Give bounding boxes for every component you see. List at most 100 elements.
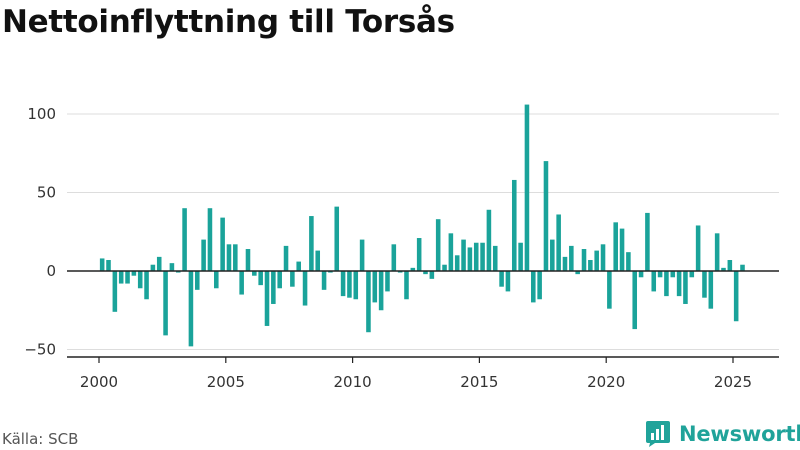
- x-tick-label: 2025: [714, 373, 752, 391]
- x-tick-label: 2010: [334, 373, 372, 391]
- bar: [423, 271, 428, 275]
- bar: [188, 271, 194, 347]
- y-tick-label: 0: [46, 262, 56, 280]
- bar: [321, 271, 327, 290]
- bar: [657, 271, 663, 278]
- bar: [264, 271, 270, 326]
- bar: [283, 245, 289, 271]
- bar: [435, 219, 441, 271]
- bar: [99, 258, 105, 271]
- bar: [727, 260, 733, 271]
- x-tick-label: 2000: [80, 373, 118, 391]
- bar: [385, 271, 390, 292]
- bar: [740, 264, 745, 271]
- source-note: Källa: SCB: [2, 430, 79, 448]
- bar: [492, 245, 498, 271]
- bar: [708, 271, 714, 309]
- bar: [607, 271, 612, 309]
- bar: [271, 271, 276, 304]
- bar: [721, 267, 726, 271]
- bar: [239, 271, 244, 295]
- bar: [594, 250, 599, 271]
- bar: [537, 271, 542, 300]
- bar: [404, 271, 409, 300]
- bar: [302, 271, 308, 306]
- brand-name: Newsworthy: [679, 422, 800, 446]
- bar: [309, 216, 314, 271]
- bar: [201, 239, 206, 271]
- x-axis: 2000 2005 2010 2015 2020 2025: [80, 357, 752, 391]
- bar: [550, 239, 555, 271]
- bar: [695, 225, 701, 271]
- bar: [689, 271, 695, 278]
- bars: [99, 104, 745, 347]
- bar: [588, 260, 593, 271]
- bar: [194, 271, 200, 290]
- bar: [714, 233, 720, 271]
- bar: [461, 239, 466, 271]
- bar: [214, 271, 219, 289]
- bar: [372, 271, 378, 303]
- bar: [125, 271, 130, 284]
- bar: [334, 206, 340, 271]
- x-tick-label: 2020: [587, 373, 625, 391]
- bar: [328, 271, 333, 273]
- bar: [619, 228, 625, 271]
- newsworthy-brand[interactable]: Newsworthy: [645, 420, 800, 448]
- bar: [150, 264, 156, 271]
- bar: [442, 264, 447, 271]
- bar: [182, 208, 187, 271]
- bar: [575, 271, 580, 275]
- bar: [543, 161, 549, 271]
- bar: [144, 271, 149, 300]
- bar: [562, 256, 568, 271]
- bar: [353, 271, 359, 300]
- bar: [448, 233, 454, 271]
- bar: [632, 271, 638, 330]
- bar: [416, 238, 422, 271]
- bar: [296, 261, 301, 271]
- bar: [518, 242, 523, 271]
- bar: [258, 271, 263, 286]
- bar: [137, 271, 143, 289]
- bar: [638, 271, 644, 278]
- bar: [106, 260, 111, 271]
- y-tick-label: −50: [24, 341, 56, 359]
- bar: [410, 267, 416, 271]
- bar: [499, 271, 504, 287]
- bar: [511, 179, 517, 271]
- x-tick-label: 2005: [207, 373, 245, 391]
- bar: [347, 271, 352, 298]
- bar: [290, 271, 295, 287]
- grid-lines: [67, 113, 779, 350]
- bar: [473, 242, 479, 271]
- bar: [226, 244, 232, 271]
- bar: [163, 271, 168, 336]
- bar: [169, 263, 175, 271]
- bar: [207, 208, 213, 271]
- bar: [220, 217, 225, 271]
- y-tick-label: 50: [37, 184, 56, 202]
- bar: [397, 271, 403, 273]
- bar: [670, 271, 676, 278]
- chart-title: Nettoinflyttning till Torsås: [2, 4, 455, 40]
- bar: [252, 271, 257, 276]
- bar: [581, 249, 587, 271]
- bar: [676, 271, 682, 297]
- bar: [524, 104, 530, 271]
- bar: [600, 244, 606, 271]
- bar: [626, 252, 631, 271]
- bar: [366, 271, 371, 333]
- bar: [131, 271, 137, 276]
- y-tick-label: 100: [27, 105, 56, 123]
- bar: [315, 250, 321, 271]
- bar: [467, 247, 473, 271]
- bar: [480, 242, 485, 271]
- bar: [664, 271, 669, 297]
- bar: [118, 271, 124, 284]
- bar: [645, 212, 650, 271]
- y-axis: −50 0 50 100: [24, 105, 56, 359]
- bar: [277, 271, 282, 289]
- bar: [733, 271, 739, 322]
